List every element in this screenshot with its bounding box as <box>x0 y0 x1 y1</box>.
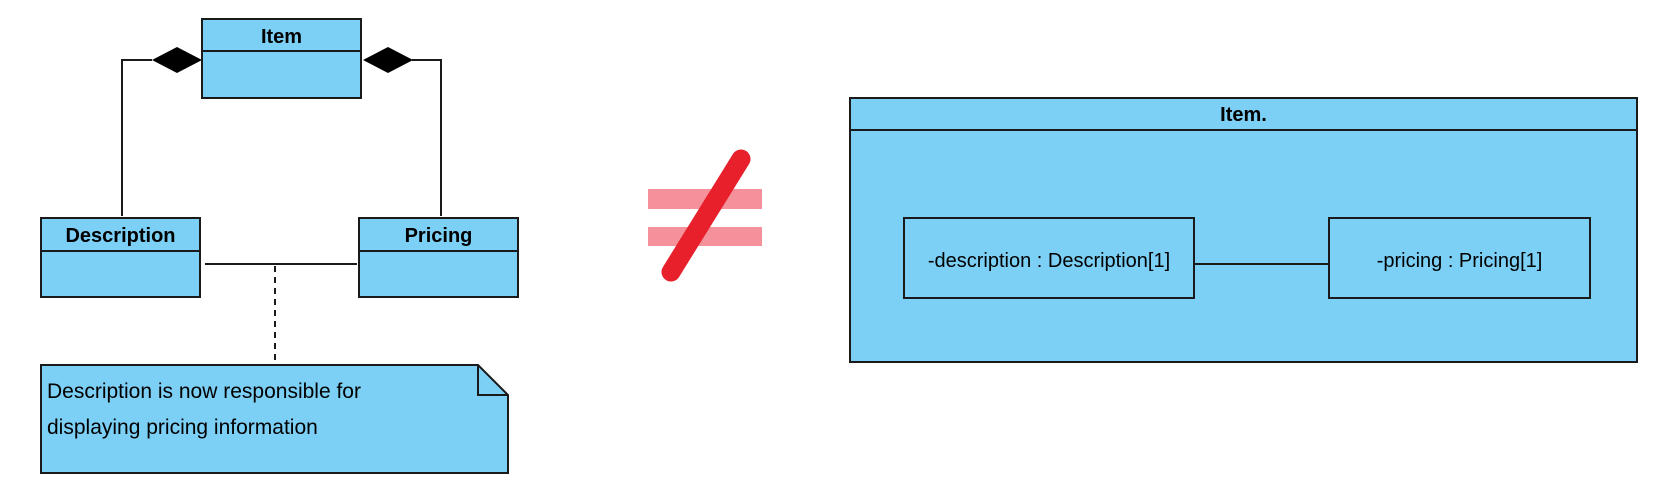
pricing-part[interactable]: -pricing : Pricing[1] <box>1328 217 1591 299</box>
not-slash <box>661 149 751 282</box>
composition-line-description <box>121 59 152 216</box>
description-class[interactable]: Description <box>40 217 201 298</box>
item-class[interactable]: Item <box>201 18 362 99</box>
note-text-line1: Description is now responsible for <box>47 380 361 403</box>
note-text-line2: displaying pricing information <box>47 416 318 439</box>
description-class-name: Description <box>65 225 175 247</box>
not-equal-symbol <box>648 149 762 282</box>
item-class-name: Item <box>261 26 302 48</box>
description-part-label: -description : Description[1] <box>928 250 1170 272</box>
description-part[interactable]: -description : Description[1] <box>903 217 1195 299</box>
note[interactable]: Description is now responsible for displ… <box>40 364 509 474</box>
pricing-class-name: Pricing <box>405 225 473 247</box>
composition-diamond-right <box>363 47 413 73</box>
composition-diamond-left <box>152 47 202 73</box>
pricing-part-label: -pricing : Pricing[1] <box>1377 250 1543 272</box>
pricing-class[interactable]: Pricing <box>358 217 519 298</box>
equal-bar-top <box>648 189 762 209</box>
equal-bar-bottom <box>648 227 762 246</box>
item-container-name: Item. <box>1220 104 1267 126</box>
composition-line-pricing <box>412 59 442 216</box>
